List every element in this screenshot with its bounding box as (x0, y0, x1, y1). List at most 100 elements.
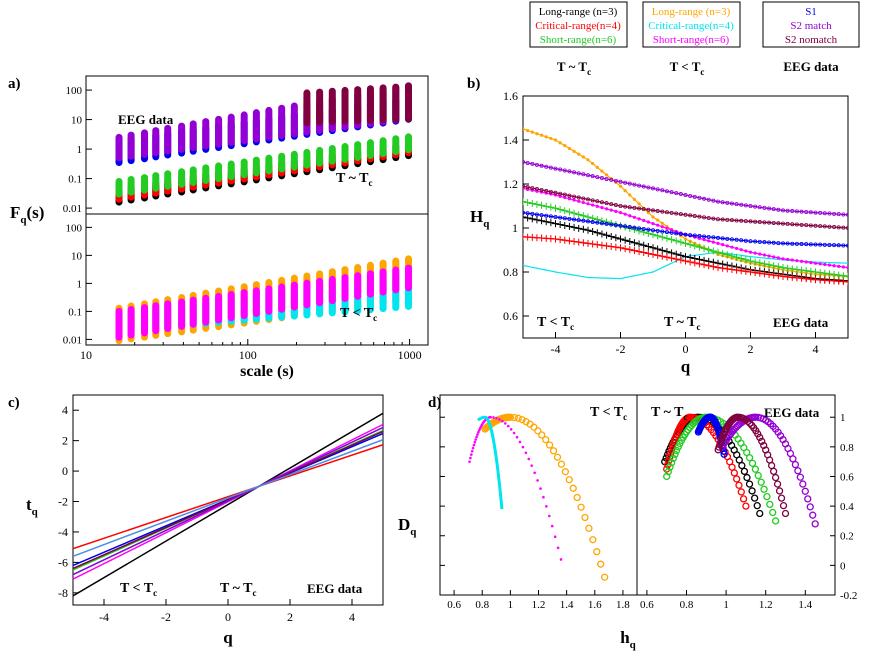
x-tick-label-left: 1.6 (588, 599, 602, 611)
point-marker (575, 210, 583, 218)
point-marker (655, 228, 660, 233)
point-marker (711, 240, 715, 244)
point-marker (771, 207, 776, 212)
point-marker (767, 206, 772, 211)
point-marker (495, 416, 498, 420)
point-marker (515, 435, 519, 439)
point-marker (836, 225, 841, 230)
point-marker (796, 473, 804, 481)
point-marker (530, 211, 535, 216)
point-marker (628, 193, 632, 197)
point-marker (771, 240, 776, 245)
legend-eeg-item-2: S2 nomatch (785, 34, 838, 46)
point-marker (756, 269, 764, 277)
point-marker (769, 508, 777, 517)
point-marker (798, 266, 806, 274)
point-marker (589, 227, 597, 235)
point-marker (757, 220, 762, 225)
point-marker (604, 201, 609, 206)
point-marker (793, 265, 801, 273)
point-marker (593, 241, 601, 249)
point-marker (542, 495, 545, 499)
point-marker (561, 236, 569, 244)
point-marker (672, 255, 680, 263)
x-tick-label-right: 1.2 (759, 599, 773, 611)
point-marker (706, 215, 711, 220)
point-marker (700, 261, 708, 269)
point-marker (559, 558, 563, 561)
point-marker (604, 176, 609, 181)
series-top-s1 (115, 94, 413, 167)
point-marker (728, 252, 736, 260)
point-marker (776, 256, 780, 260)
point-marker (538, 217, 546, 225)
point-marker (567, 169, 572, 174)
point-marker (635, 240, 643, 248)
point-marker (813, 223, 818, 228)
point-marker (672, 237, 680, 245)
point-marker (809, 511, 817, 519)
point-marker (781, 208, 786, 213)
point-marker (723, 265, 731, 273)
point-marker (688, 213, 693, 218)
point-marker (525, 211, 530, 216)
point-marker (576, 171, 581, 176)
point-marker (506, 424, 510, 428)
point-marker (521, 445, 525, 449)
y-axis-label: Hq (470, 207, 490, 230)
point-marker (702, 196, 707, 201)
x-tick-label-right: 1 (723, 599, 729, 611)
y-tick-label: 0 (62, 464, 68, 478)
point-marker (558, 191, 563, 196)
point-marker (716, 217, 721, 222)
point-marker (598, 230, 606, 238)
point-marker (753, 239, 758, 244)
point-marker (762, 253, 767, 257)
point-marker (683, 212, 688, 217)
point-marker (609, 222, 614, 227)
point-marker (567, 216, 572, 221)
point-marker (776, 241, 781, 246)
point-marker (825, 270, 833, 278)
point-marker (668, 446, 676, 454)
point-marker (806, 503, 814, 511)
point-marker (668, 458, 676, 467)
point-marker (604, 221, 609, 226)
series-bottom-critical-range-n-4- (115, 272, 413, 335)
y-tick-label-bottom: 0.01 (63, 334, 82, 346)
point-marker (832, 243, 837, 248)
point-marker (565, 237, 573, 245)
series-left-critical-range (477, 415, 504, 510)
point-marker (686, 258, 694, 266)
point-marker (523, 198, 527, 206)
point-marker (716, 199, 721, 204)
point-marker (613, 223, 618, 228)
point-marker (818, 224, 823, 229)
point-marker (747, 268, 754, 276)
point-marker (844, 278, 848, 286)
point-marker (558, 141, 562, 145)
y-tick-label: 0.6 (840, 471, 854, 483)
point-marker (760, 260, 768, 268)
point-marker (714, 264, 722, 272)
point-marker (565, 222, 573, 230)
x-tick-label: 100 (239, 348, 257, 362)
y-axis-label: tq (26, 495, 39, 518)
y-tick-label-top: 100 (66, 85, 83, 97)
point-marker (604, 207, 609, 211)
point-marker (811, 520, 819, 528)
point-marker (544, 213, 549, 218)
legend-t-low-caption: T < Tc (670, 59, 705, 77)
point-marker (813, 210, 818, 215)
point-marker (498, 418, 501, 421)
point-marker (523, 160, 525, 164)
point-marker (651, 208, 656, 213)
point-marker (846, 226, 848, 230)
point-marker (609, 177, 614, 182)
point-marker (808, 210, 813, 215)
point-marker (552, 220, 559, 228)
point-marker (581, 200, 585, 205)
point-marker (539, 213, 544, 218)
point-marker (818, 242, 823, 247)
point-marker (773, 480, 782, 488)
